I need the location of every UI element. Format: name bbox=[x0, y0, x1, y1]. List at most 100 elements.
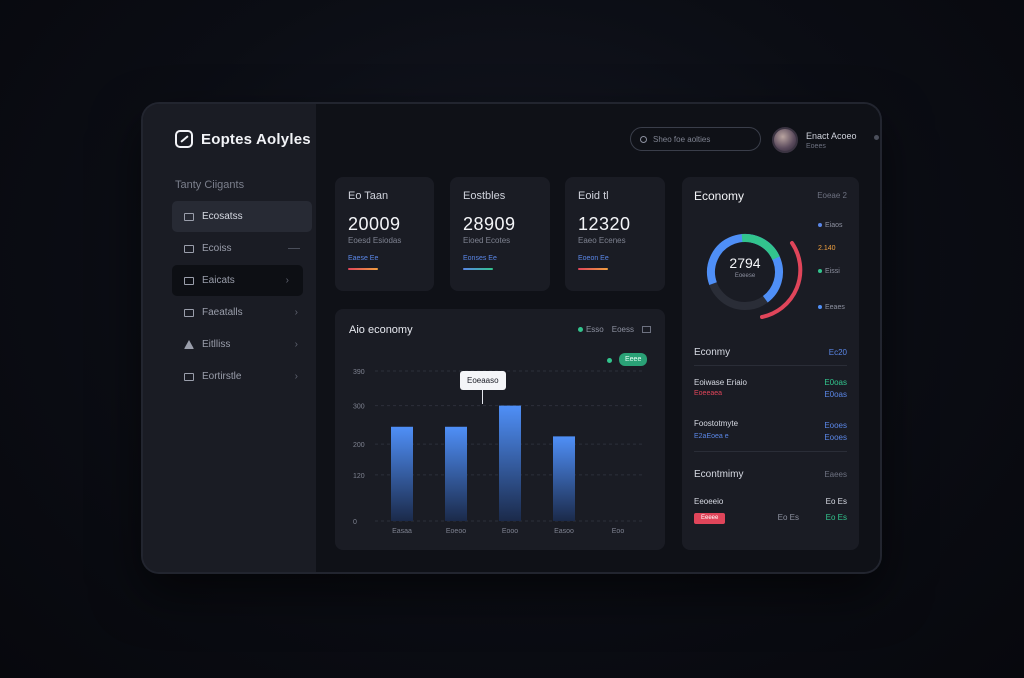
bar-chart: 0 120 200 300 390 Easaa Eoeoo Eooo Easoo Eoo bbox=[353, 369, 645, 535]
stat-card[interactable]: Eostbles 28909 Eioed Ecotes Eonses Ee bbox=[450, 177, 550, 291]
stat-subtitle: Eoesd Esiodas bbox=[348, 236, 402, 245]
search-input[interactable]: Sheo foe aolties bbox=[630, 127, 761, 151]
x-tick-label: Easaa bbox=[392, 528, 412, 535]
chart-legend: Esso Eoess bbox=[577, 325, 651, 334]
stat-link[interactable]: Eonses Ee bbox=[463, 255, 497, 262]
economy-row-value: Eo Es bbox=[825, 497, 847, 506]
economy-row-title: Eeoeeio bbox=[694, 497, 724, 506]
stat-card[interactable]: Eoid tl 12320 Eaeo Ecenes Eoeon Ee bbox=[565, 177, 665, 291]
sidebar-item-label: Ecosatss bbox=[202, 211, 243, 222]
economy-row-subtitle: Eoeeaea bbox=[694, 390, 723, 397]
economy-row-value: Eaees bbox=[824, 470, 847, 479]
economy-meta[interactable]: Eoeae 2 bbox=[817, 191, 847, 200]
tooltip-pointer bbox=[482, 390, 483, 404]
stat-label: Eoid tl bbox=[578, 190, 609, 202]
dot-icon bbox=[818, 305, 822, 309]
search-placeholder: Sheo foe aolties bbox=[653, 134, 711, 144]
stat-value: 12320 bbox=[578, 214, 631, 234]
stat-card[interactable]: Eo Taan 20009 Eoesd Esiodas Eaese Ee bbox=[335, 177, 434, 291]
economy-row-title: Econtmimy bbox=[694, 469, 744, 480]
economy-row-value-secondary: Eooes bbox=[824, 433, 847, 442]
x-tick-label: Easoo bbox=[554, 528, 574, 535]
stat-subtitle: Eioed Ecotes bbox=[463, 236, 511, 245]
chart-bar[interactable] bbox=[499, 405, 521, 521]
y-tick-label: 200 bbox=[353, 442, 365, 449]
sidebar: Eoptes Aolyles Tanty Ciigants Ecosatss E… bbox=[143, 104, 316, 572]
search-icon bbox=[640, 135, 647, 143]
card-icon bbox=[184, 244, 194, 253]
x-tick-label: Eooo bbox=[502, 528, 518, 535]
stat-progress-bar bbox=[348, 268, 378, 270]
stat-link[interactable]: Eaese Ee bbox=[348, 255, 379, 262]
y-tick-label: 390 bbox=[353, 369, 365, 376]
chart-bar[interactable] bbox=[445, 426, 467, 521]
status-badge[interactable]: Eeee bbox=[619, 353, 648, 366]
sidebar-section-title: Tanty Ciigants bbox=[175, 179, 245, 191]
chart-bar[interactable] bbox=[553, 436, 575, 521]
stat-subtitle: Eaeo Ecenes bbox=[578, 236, 626, 245]
donut-label: Eissi bbox=[818, 268, 840, 275]
chevron-right-icon: › bbox=[294, 339, 298, 350]
legend-item[interactable]: Esso bbox=[577, 325, 604, 334]
sidebar-item-label: Faeatalls bbox=[202, 307, 243, 318]
donut-label: 2.140 bbox=[818, 245, 836, 252]
x-tick-label: Eoo bbox=[612, 528, 625, 535]
divider bbox=[694, 365, 847, 366]
window-icon bbox=[184, 276, 194, 285]
stat-progress-bar bbox=[578, 268, 608, 270]
chart-bar[interactable] bbox=[391, 426, 413, 521]
donut-center-label: Eoeese bbox=[734, 273, 756, 279]
sidebar-item-label: Eaicats bbox=[202, 275, 235, 286]
chevron-right-icon: › bbox=[294, 307, 298, 318]
economy-row-subtitle: E2aEoea e bbox=[694, 433, 729, 440]
legend-label: Eoess bbox=[611, 325, 634, 334]
economy-row-title: Econmy bbox=[694, 347, 731, 358]
legend-dot-icon bbox=[577, 327, 583, 332]
divider bbox=[694, 451, 847, 452]
economy-row-value-secondary: Eo Es bbox=[777, 513, 799, 522]
dot-icon bbox=[818, 269, 822, 273]
donut-label: Eiaos bbox=[818, 222, 843, 229]
list-icon bbox=[184, 372, 194, 381]
stat-progress-bar bbox=[463, 268, 493, 270]
app-logo[interactable]: Eoptes Aolyles bbox=[175, 130, 311, 148]
status-tag[interactable]: Eeeee bbox=[694, 513, 726, 524]
stat-label: Eo Taan bbox=[348, 190, 389, 202]
legend-item[interactable]: Eoess bbox=[612, 325, 634, 334]
donut-chart bbox=[707, 234, 803, 319]
y-tick-label: 0 bbox=[353, 519, 357, 526]
chart-tooltip: Eoeaaso bbox=[460, 371, 506, 390]
avatar[interactable] bbox=[772, 127, 798, 153]
economy-title: Economy bbox=[694, 189, 745, 203]
economy-row-title: Eoiwase Eriaio bbox=[694, 378, 747, 387]
user-name: Enact Acoeo bbox=[806, 131, 857, 141]
economy-card: Economy Eoeae 2 2794 Eoeese Eiaos 2.140 … bbox=[682, 177, 859, 550]
sidebar-item-3[interactable]: Eaicats › bbox=[172, 265, 303, 296]
square-icon bbox=[184, 212, 194, 221]
economy-row-title: Foostotmyte bbox=[694, 419, 739, 428]
sidebar-item-1[interactable]: Ecosatss bbox=[172, 201, 312, 232]
y-tick-label: 120 bbox=[353, 473, 365, 480]
sidebar-item-2[interactable]: Ecoiss bbox=[172, 233, 312, 264]
sidebar-item-6[interactable]: Eortirstle › bbox=[172, 361, 312, 392]
sidebar-item-label: Eortirstle bbox=[202, 371, 242, 382]
stat-value: 28909 bbox=[463, 214, 516, 234]
chevron-right-icon: › bbox=[285, 275, 289, 286]
bar-chart-card: Aio economy Esso Eoess Eeee 0 120 200 300 39… bbox=[335, 309, 665, 550]
dashboard-window: Eoptes Aolyles Tanty Ciigants Ecosatss E… bbox=[143, 104, 880, 572]
drag-handle-icon bbox=[288, 248, 300, 249]
donut-center-value: 2794 bbox=[729, 255, 761, 271]
legend-label: Esso bbox=[585, 325, 604, 334]
economy-row-value: Ec20 bbox=[828, 348, 847, 357]
dot-icon bbox=[818, 223, 822, 227]
x-tick-label: Eoeoo bbox=[446, 528, 466, 535]
calendar-icon[interactable] bbox=[642, 326, 651, 333]
y-tick-label: 300 bbox=[353, 404, 365, 411]
user-menu-icon[interactable] bbox=[874, 135, 879, 140]
sidebar-item-label: Eitlliss bbox=[202, 339, 231, 350]
sidebar-item-5[interactable]: Eitlliss › bbox=[172, 329, 312, 360]
sidebar-item-4[interactable]: Faeatalls › bbox=[172, 297, 312, 328]
economy-row-value: E0oas bbox=[824, 378, 847, 387]
sidebar-nav: Ecosatss Ecoiss Eaicats › Faeatalls › Ei… bbox=[172, 201, 312, 393]
stat-link[interactable]: Eoeon Ee bbox=[578, 255, 609, 262]
